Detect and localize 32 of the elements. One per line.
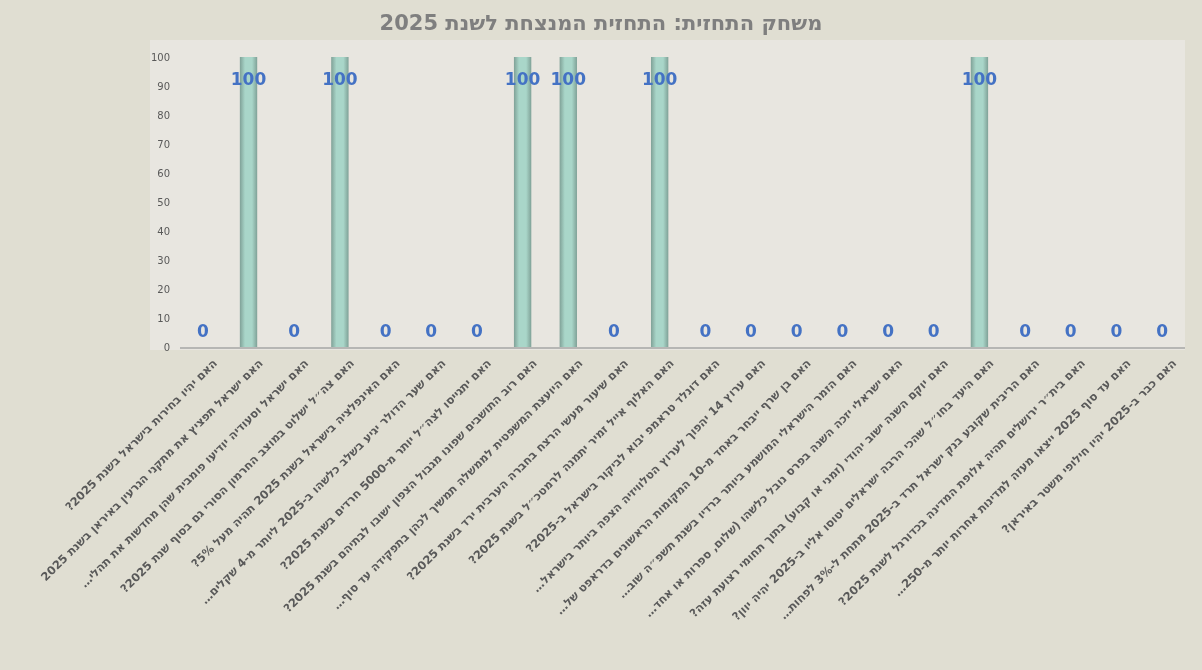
data-label: 0 (699, 321, 712, 341)
data-label: 0 (790, 321, 803, 341)
y-tick-label: 90 (157, 80, 170, 92)
y-tick-label: 0 (163, 341, 170, 353)
data-label: 100 (961, 69, 998, 89)
y-tick-label: 20 (157, 283, 170, 295)
y-tick-label: 100 (150, 51, 170, 63)
data-label: 0 (836, 321, 849, 341)
data-label: 0 (927, 321, 940, 341)
data-label: 100 (230, 69, 267, 89)
data-label: 100 (504, 69, 541, 89)
y-tick-label: 80 (157, 109, 170, 121)
data-label: 100 (550, 69, 587, 89)
data-label: 0 (608, 321, 621, 341)
data-label: 0 (288, 321, 301, 341)
data-label: 0 (471, 321, 484, 341)
data-label: 0 (379, 321, 392, 341)
data-label: 0 (1110, 321, 1123, 341)
data-label: 0 (1064, 321, 1077, 341)
data-label: 0 (1019, 321, 1032, 341)
y-tick-label: 70 (157, 138, 170, 150)
chart-title: משחק התחזית: התחזית המנצחת לשנת 2025 (379, 11, 823, 35)
y-tick-label: 10 (157, 312, 170, 324)
data-label: 0 (425, 321, 438, 341)
data-label: 0 (745, 321, 758, 341)
data-label: 0 (196, 321, 209, 341)
y-tick-label: 40 (157, 225, 170, 237)
data-label: 0 (882, 321, 895, 341)
y-tick-label: 50 (157, 196, 170, 208)
y-tick-label: 30 (157, 254, 170, 266)
data-label: 0 (1156, 321, 1169, 341)
y-tick-label: 60 (157, 167, 170, 179)
